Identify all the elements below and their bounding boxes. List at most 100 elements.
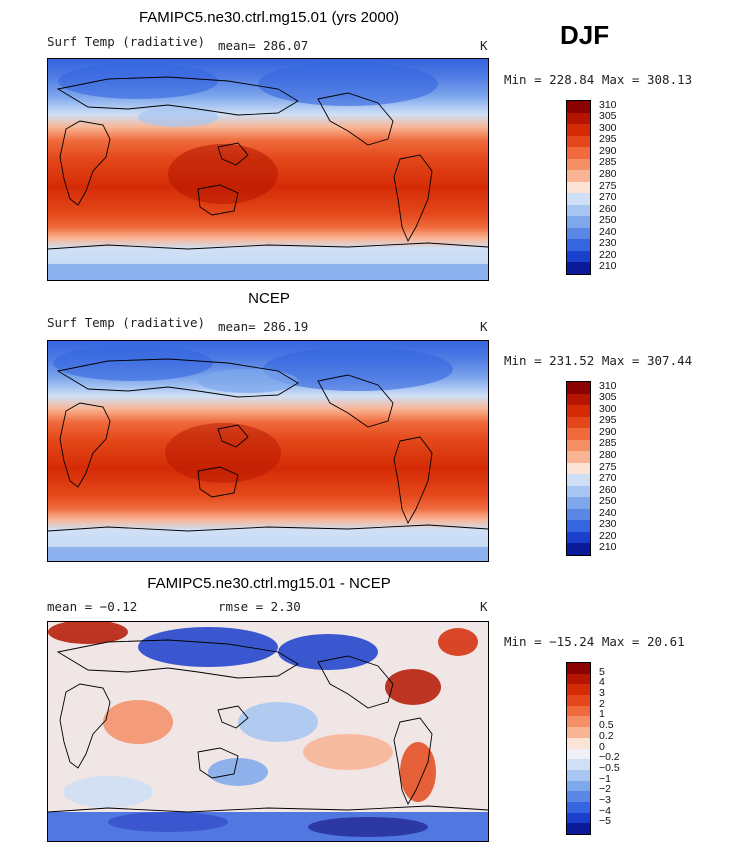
colorbar-segment (567, 181, 590, 194)
colorbar-segment (567, 520, 590, 532)
colorbar-tick-label: 230 (599, 518, 617, 531)
panel-3-map (47, 621, 489, 842)
panel-1-coastlines (48, 76, 488, 250)
colorbar-segment (567, 705, 590, 717)
panel-2-variable-label: Surf Temp (radiative) (47, 315, 206, 330)
colorbar-tick-label: 0 (599, 740, 605, 753)
colorbar-tick-label: 220 (599, 248, 617, 261)
colorbar-tick-label: 300 (599, 402, 617, 415)
panel-3-rmse-label: rmse = 2.30 (218, 599, 301, 614)
colorbar-tick-label: 250 (599, 495, 617, 508)
colorbar-tick-label: 0.5 (599, 719, 614, 732)
colorbar-tick-label: 250 (599, 214, 617, 227)
colorbar-segment (567, 716, 590, 728)
panel-3-colorbar-ticks: 5 4 3 2 1 0.5 0.2 0 −0.2 −0.5 −1 −2 −3 −4 −5 (599, 662, 639, 835)
colorbar-tick-label: 285 (599, 156, 617, 169)
colorbar-segment (567, 101, 590, 113)
colorbar-tick-label: 2 (599, 697, 605, 710)
colorbar-tick-label: 290 (599, 144, 617, 157)
colorbar-segment (567, 124, 590, 136)
panel-2-unit-label: K (480, 319, 488, 334)
colorbar-segment (567, 393, 590, 406)
colorbar-tick-label: 240 (599, 225, 617, 238)
colorbar-segment (567, 250, 590, 263)
colorbar-tick-label: −2 (599, 783, 611, 796)
colorbar-segment (567, 727, 590, 738)
colorbar-segment (567, 428, 590, 440)
colorbar-segment (567, 462, 590, 475)
colorbar-tick-label: −0.5 (599, 761, 620, 774)
colorbar-segment (567, 451, 590, 463)
colorbar-segment (567, 170, 590, 182)
colorbar-segment (567, 416, 590, 429)
panel-3-unit-label: K (480, 599, 488, 614)
season-label: DJF (560, 20, 610, 50)
panel-2-colorbar-ticks: 310 305 300 295 290 285 280 275 270 260 250 240 230 2… (599, 380, 639, 556)
colorbar-tick-label: 290 (599, 425, 617, 438)
colorbar-segment (567, 239, 590, 251)
colorbar-tick-label: 280 (599, 448, 617, 461)
colorbar-segment (567, 801, 590, 813)
colorbar-tick-label: 5 (599, 665, 605, 678)
panel-2-coastlines (48, 358, 488, 532)
colorbar-segment (567, 780, 590, 792)
colorbar-tick-label: 295 (599, 414, 617, 427)
colorbar-segment (567, 531, 590, 544)
colorbar-segment (567, 673, 590, 685)
colorbar-tick-label: 295 (599, 133, 617, 146)
colorbar-tick-label: −0.2 (599, 751, 620, 764)
panel-3-colorbar (566, 662, 591, 835)
colorbar-tick-label: 230 (599, 237, 617, 250)
panel-3-minmax: Min = −15.24 Max = 20.61 (504, 634, 685, 649)
colorbar-segment (567, 405, 590, 417)
colorbar-tick-label: 310 (599, 98, 617, 111)
colorbar-tick-label: 0.2 (599, 729, 614, 742)
colorbar-tick-label: 210 (599, 541, 617, 554)
colorbar-tick-label: 220 (599, 529, 617, 542)
colorbar-tick-label: 275 (599, 179, 617, 192)
colorbar-segment (567, 216, 590, 228)
colorbar-tick-label: 260 (599, 202, 617, 215)
colorbar-segment (567, 485, 590, 498)
colorbar-segment (567, 227, 590, 240)
colorbar-tick-label: 4 (599, 676, 605, 689)
colorbar-tick-label: 300 (599, 121, 617, 134)
colorbar-tick-label: 285 (599, 437, 617, 450)
colorbar-tick-label: 305 (599, 110, 617, 123)
panel-1-map-svg (48, 59, 488, 280)
colorbar-tick-label: 270 (599, 472, 617, 485)
colorbar-segment (567, 112, 590, 125)
colorbar-segment (567, 204, 590, 217)
colorbar-segment (567, 147, 590, 159)
colorbar-segment (567, 262, 590, 274)
colorbar-segment (567, 439, 590, 452)
panel-3-map-svg (48, 622, 488, 841)
colorbar-segment (567, 193, 590, 205)
colorbar-segment (567, 543, 590, 555)
colorbar-tick-label: 260 (599, 483, 617, 496)
panel-2-map-svg (48, 341, 488, 561)
colorbar-segment (567, 684, 590, 696)
panel-2-map (47, 340, 489, 562)
colorbar-tick-label: −1 (599, 772, 611, 785)
colorbar-segment (567, 759, 590, 770)
colorbar-tick-label: 275 (599, 460, 617, 473)
colorbar-segment (567, 135, 590, 148)
panel-3-title: FAMIPC5.ne30.ctrl.mg15.01 - NCEP (147, 575, 391, 592)
panel-2-mean-label: mean= 286.19 (218, 319, 309, 334)
colorbar-segment (567, 382, 590, 394)
colorbar-tick-label: 240 (599, 506, 617, 519)
panel-1-minmax: Min = 228.84 Max = 308.13 (504, 72, 693, 87)
panel-3-coastlines (48, 639, 488, 813)
colorbar-segment (567, 474, 590, 486)
colorbar-segment (567, 497, 590, 509)
panel-2-title: NCEP (248, 290, 290, 307)
colorbar-tick-label: −3 (599, 793, 611, 806)
colorbar-tick-label: −5 (599, 815, 611, 828)
colorbar-segment (567, 769, 590, 781)
panel-1-title: FAMIPC5.ne30.ctrl.mg15.01 (yrs 2000) (138, 9, 400, 26)
colorbar-segment (567, 791, 590, 802)
colorbar-segment (567, 508, 590, 521)
colorbar-tick-label: 1 (599, 708, 605, 721)
colorbar-tick-label: 270 (599, 191, 617, 204)
